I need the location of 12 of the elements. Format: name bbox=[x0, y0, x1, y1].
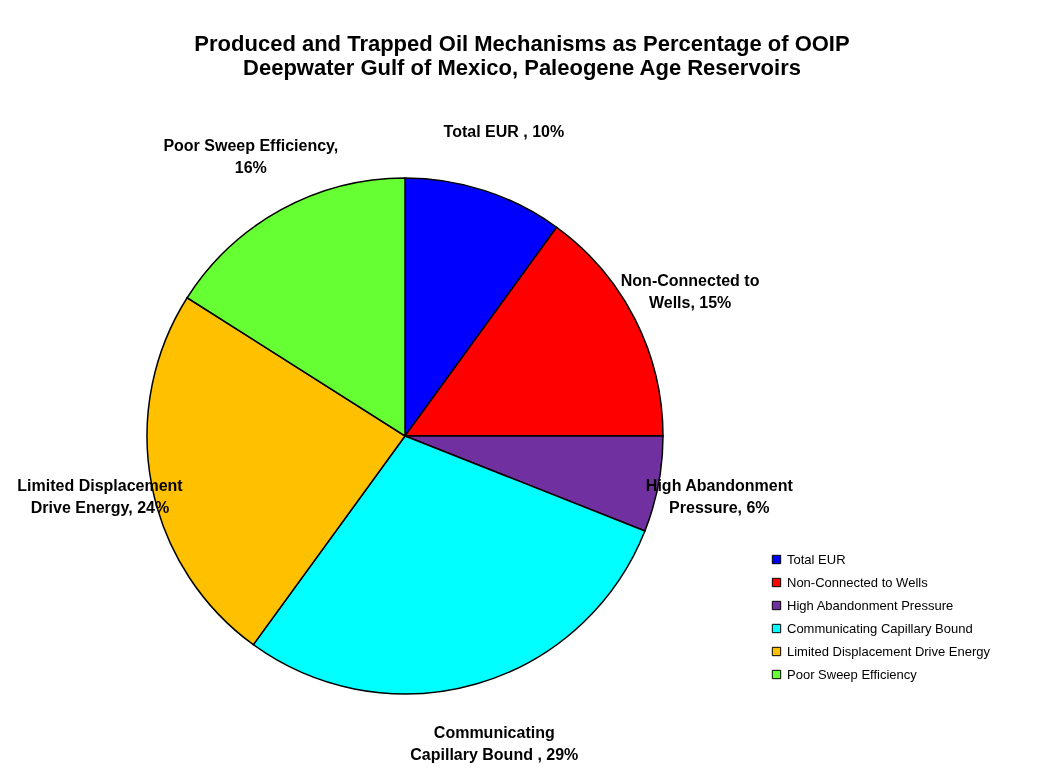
legend-label: Total EUR bbox=[787, 551, 846, 567]
data-label: Communicating Capillary Bound , 29% bbox=[410, 724, 579, 764]
data-label: Non-Connected to Wells, 15% bbox=[620, 271, 760, 311]
text: Deepwater Gulf of Mexico, Paleogene Age Reservoirs bbox=[243, 55, 801, 80]
text: Produced and Trapped Oil Mechanisms as Percentage of OOIP bbox=[194, 31, 850, 56]
data-label: Poor Sweep Efficiency, 16% bbox=[163, 136, 339, 176]
data-label: Total EUR , 10% bbox=[443, 122, 565, 140]
legend-label: High Abandonment Pressure bbox=[787, 597, 954, 613]
legend-label: Non-Connected to Wells bbox=[787, 574, 929, 590]
legend-label: Communicating Capillary Bound bbox=[787, 620, 973, 636]
legend-label: Limited Displacement Drive Energy bbox=[787, 643, 991, 659]
legend-label: Poor Sweep Efficiency bbox=[787, 666, 918, 682]
